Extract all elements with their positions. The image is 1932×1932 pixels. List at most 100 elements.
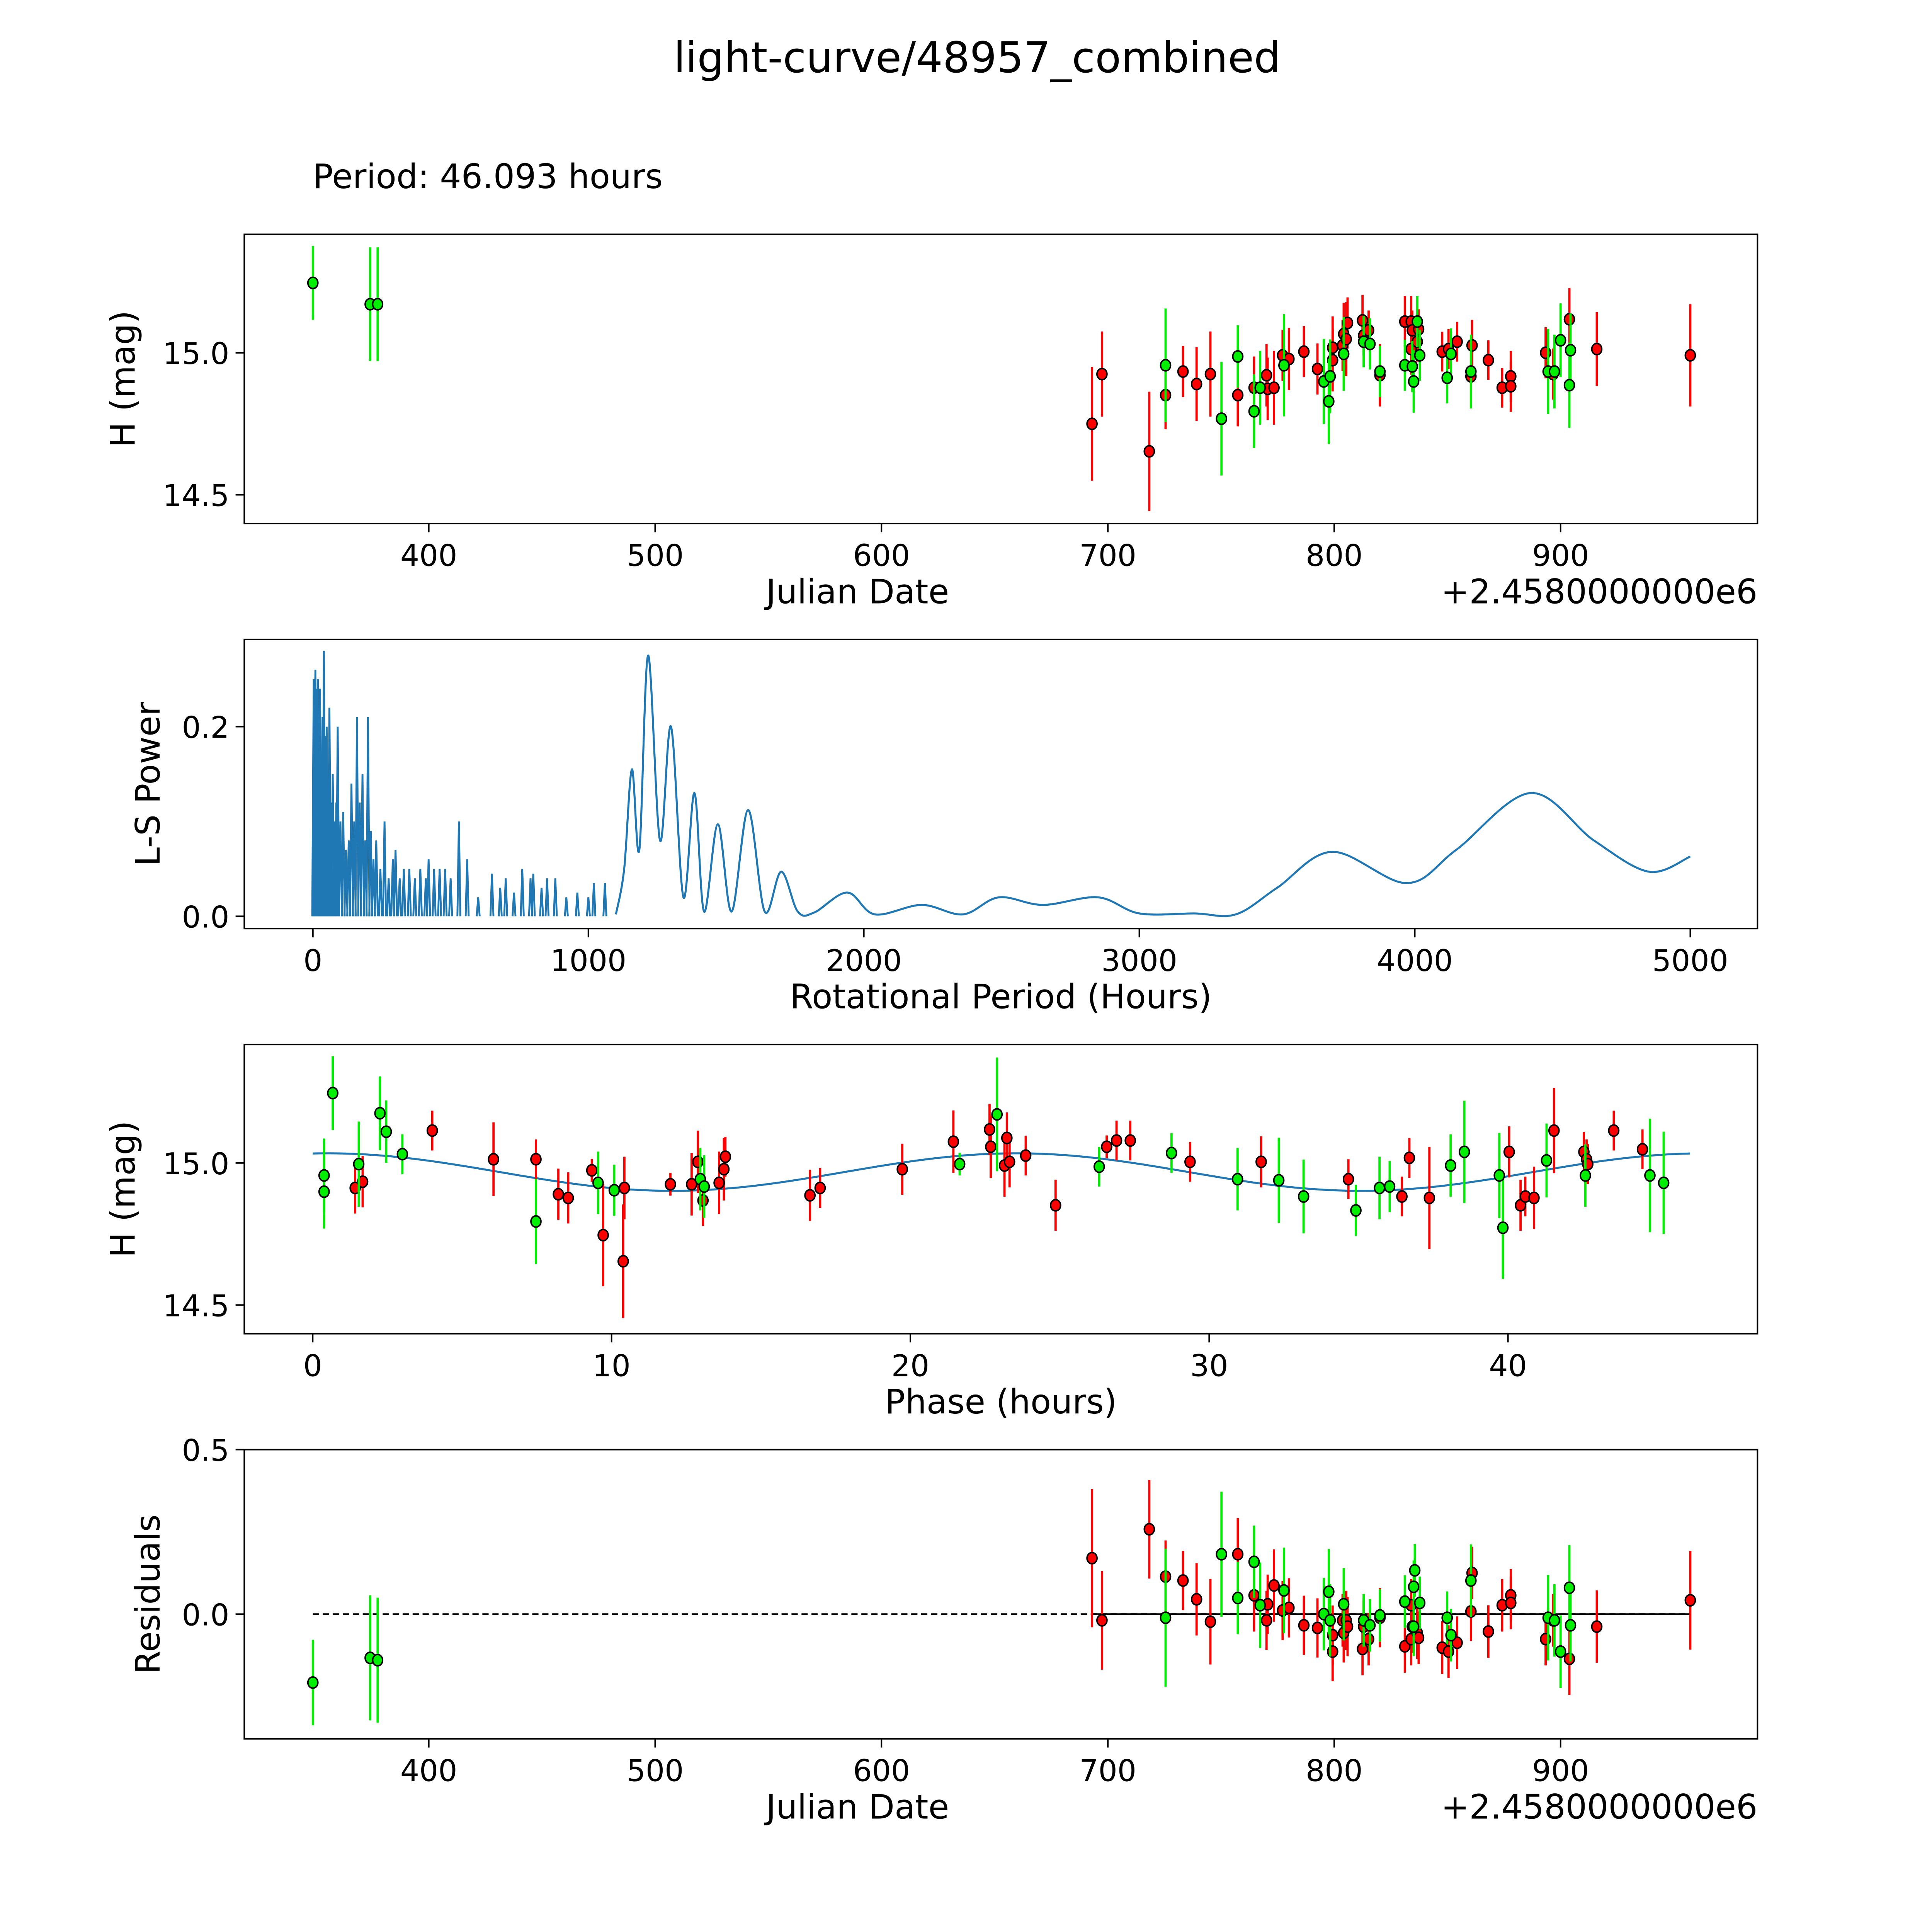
periodogram-spike (437, 869, 442, 917)
data-point (1342, 1173, 1354, 1186)
data-point (1505, 1596, 1517, 1609)
data-point (1278, 1584, 1290, 1597)
periodogram-spike (553, 878, 558, 917)
y-tick-label: 14.5 (163, 479, 229, 514)
periodogram-spike (448, 878, 453, 917)
data-point (698, 1180, 710, 1193)
x-tick-label: 10 (592, 1349, 631, 1383)
periodogram-spike (442, 869, 448, 917)
x-axis-label: Phase (hours) (885, 1382, 1117, 1422)
data-point (1528, 1191, 1540, 1204)
x-tick-label: 800 (1306, 1754, 1363, 1789)
data-point (1311, 362, 1323, 376)
data-point (1458, 1145, 1470, 1158)
axes-frame (243, 1449, 1759, 1740)
panel-phased: 0 10 20 30 40 14.5 15.0 Phase (hours) H (mag) (103, 1044, 1759, 1422)
periodogram-spike (335, 726, 340, 917)
data-point (592, 1176, 604, 1189)
data-point (1563, 1581, 1575, 1594)
periodogram-spike (426, 859, 431, 917)
data-point (1548, 1124, 1560, 1137)
periodogram-spike (360, 774, 365, 917)
series-green (318, 1056, 1670, 1279)
data-point (1232, 350, 1244, 363)
data-point (1020, 1149, 1032, 1162)
data-point (1406, 360, 1418, 373)
data-point (1412, 315, 1423, 328)
periodogram-spike (591, 883, 597, 917)
x-tick-label: 0 (303, 1349, 322, 1383)
data-point (1363, 1633, 1374, 1646)
periodogram-spike (412, 878, 417, 917)
data-point (954, 1158, 966, 1171)
periodogram-spike (418, 869, 423, 917)
data-point (426, 1124, 438, 1137)
axes-frame (243, 233, 1759, 524)
data-point (1232, 1592, 1244, 1605)
data-point (1465, 365, 1477, 378)
data-point (1554, 1645, 1566, 1658)
data-point (1298, 1619, 1310, 1632)
data-point (1483, 354, 1494, 367)
x-tick-label: 1000 (550, 944, 626, 978)
data-point (1003, 1155, 1015, 1168)
data-point (1565, 1619, 1577, 1632)
period-subtitle: Period: 46.093 hours (313, 157, 663, 196)
x-tick-label: 4000 (1377, 944, 1453, 978)
data-point (1409, 1564, 1421, 1577)
figure-title: light-curve/48957_combined (673, 33, 1281, 82)
plot-area (307, 1480, 1696, 1726)
data-point (1248, 405, 1260, 418)
data-point (1483, 1625, 1494, 1638)
data-point (1503, 1145, 1515, 1158)
data-point (586, 1164, 598, 1177)
periodogram-spike (498, 888, 503, 917)
series-red (1086, 288, 1696, 511)
data-point (318, 1169, 330, 1182)
x-tick-label: 400 (400, 1754, 457, 1789)
data-point (1255, 1155, 1267, 1168)
panel-light-curve: 400 500 600 700 800 900 14.5 15.0 Julian Date +2.… (103, 233, 1759, 611)
data-point (372, 298, 384, 311)
data-point (1143, 1523, 1155, 1536)
data-point (1160, 359, 1172, 372)
data-point (1101, 1140, 1112, 1153)
data-point (1644, 1169, 1656, 1182)
data-point (1384, 1180, 1396, 1193)
data-point (985, 1140, 997, 1153)
periodogram-spike (564, 897, 569, 917)
data-point (1413, 1631, 1425, 1645)
data-point (1342, 1620, 1354, 1633)
data-point (1408, 1580, 1420, 1594)
x-tick-label: 0 (303, 944, 322, 978)
data-point (318, 1185, 330, 1198)
data-point (1423, 1191, 1435, 1204)
periodogram-spike (432, 869, 437, 917)
series-red (349, 1088, 1648, 1318)
data-point (1204, 367, 1216, 381)
data-point (984, 1123, 995, 1136)
y-tick-label: 0.0 (182, 900, 229, 935)
data-point (1338, 347, 1350, 361)
x-tick-label: 600 (853, 539, 910, 573)
data-point (1549, 1614, 1560, 1627)
data-point (1190, 1593, 1202, 1606)
periodogram-spike (386, 878, 391, 917)
periodogram-spike (503, 878, 509, 917)
data-point (1268, 1579, 1280, 1592)
periodogram-spike (464, 859, 470, 917)
x-tick-label: 800 (1306, 539, 1363, 573)
y-axis-label: L-S Power (128, 702, 168, 866)
data-point (1563, 1652, 1575, 1665)
data-point (1399, 1595, 1411, 1608)
periodogram-spike (340, 812, 346, 917)
data-point (1445, 1629, 1457, 1642)
data-point (665, 1178, 676, 1191)
data-point (1357, 314, 1368, 327)
data-point (1554, 334, 1566, 347)
x-tick-label: 2000 (826, 944, 902, 978)
data-point (327, 1087, 339, 1100)
periodogram-spike (476, 897, 481, 917)
data-point (1086, 417, 1098, 430)
data-point (1260, 369, 1272, 382)
